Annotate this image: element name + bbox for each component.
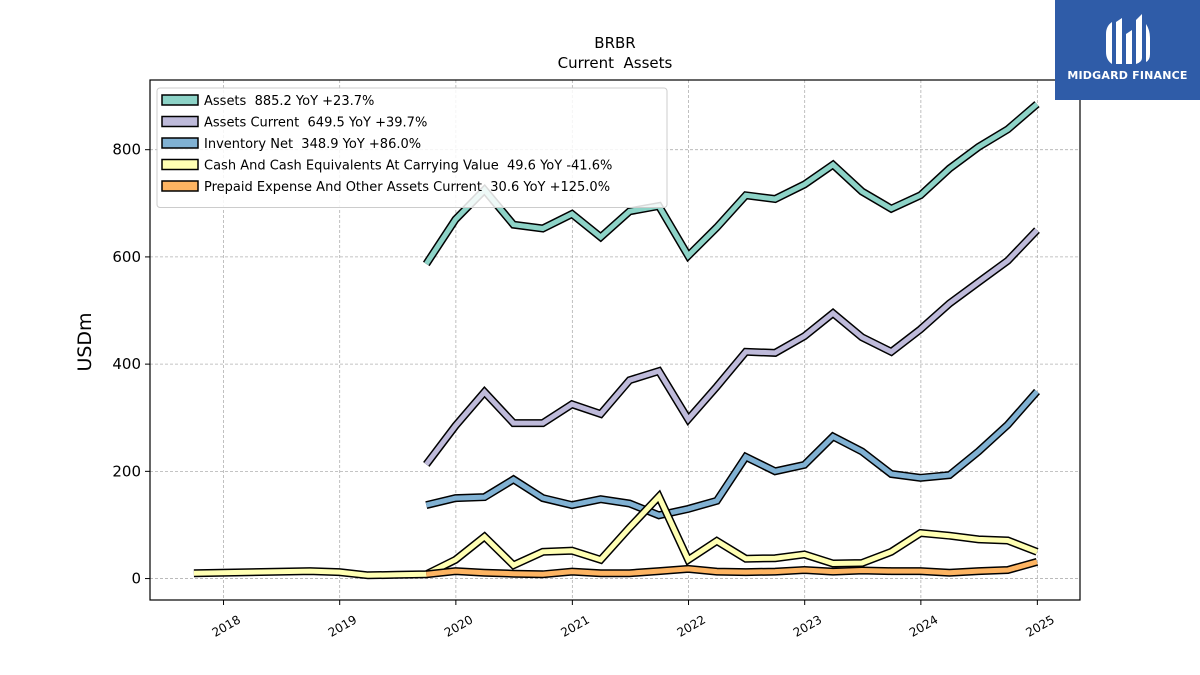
legend-swatch-3: [161, 158, 199, 171]
y-axis-label: USDm: [74, 312, 96, 371]
logo-mark-icon: [1106, 14, 1150, 64]
series-line-1: [423, 227, 1040, 467]
legend-swatch-4: [161, 180, 199, 192]
x-tick-label: 2024: [907, 612, 940, 639]
y-tick-label: 400: [112, 355, 141, 373]
x-tick-label: 2022: [675, 612, 708, 639]
x-axis: 2018 2019 2020 2021 2022 2023 2024 2025: [210, 600, 1057, 640]
series-line-4: [425, 558, 1039, 579]
legend-label-4: Prepaid Expense And Other Assets Current…: [204, 180, 610, 195]
y-tick-label: 200: [112, 462, 141, 480]
y-tick-label: 0: [131, 570, 141, 588]
chart-title: BRBR: [594, 34, 635, 52]
x-tick-label: 2023: [791, 612, 824, 639]
legend-box: [156, 87, 668, 208]
plot-frame: [149, 79, 1081, 601]
series-line-0: [422, 101, 1040, 267]
legend-label-3: Cash And Cash Equivalents At Carrying Va…: [204, 159, 612, 174]
legend-label-0: Assets 885.2 YoY +23.7%: [204, 94, 374, 109]
chart-subtitle: Current Assets: [558, 54, 673, 72]
legend: Assets 885.2 YoY +23.7% Assets Current 64…: [156, 87, 668, 208]
y-axis: 0 200 400 600 800: [112, 141, 150, 588]
y-tick-label: 800: [112, 141, 141, 159]
x-tick-label: 2020: [442, 612, 475, 639]
x-tick-label: 2021: [558, 612, 591, 639]
legend-swatch-1: [161, 115, 199, 128]
logo-text: MIDGARD FINANCE: [1067, 69, 1188, 82]
legend-swatch-2: [161, 137, 199, 149]
series-line-2: [425, 388, 1041, 520]
legend-label-1: Assets Current 649.5 YoY +39.7%: [204, 116, 427, 131]
series-line-3: [193, 489, 1039, 580]
x-tick-label: 2019: [326, 612, 359, 639]
series-layer: [193, 101, 1041, 580]
x-tick-label: 2025: [1023, 612, 1056, 639]
x-tick-label: 2018: [210, 612, 243, 639]
midgard-finance-logo: MIDGARD FINANCE: [1055, 0, 1200, 100]
y-tick-label: 600: [112, 248, 141, 266]
legend-swatch-0: [161, 94, 199, 106]
legend-label-2: Inventory Net 348.9 YoY +86.0%: [204, 137, 421, 152]
